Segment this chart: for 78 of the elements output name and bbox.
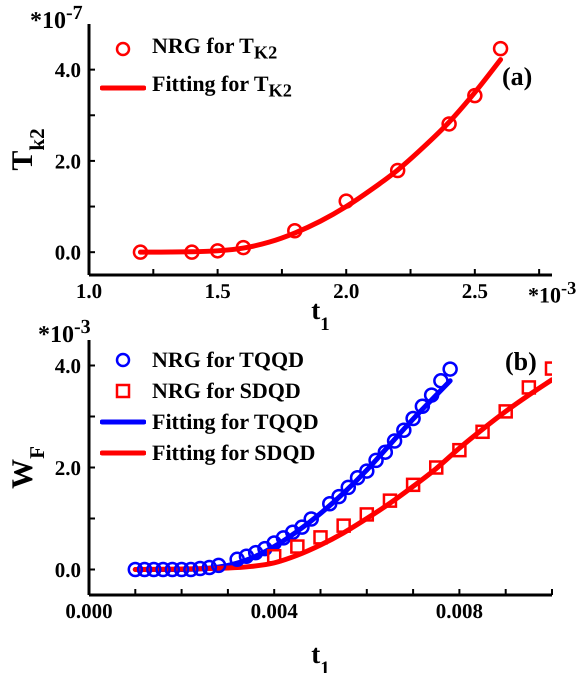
y-tick-label: 2.0 (54, 149, 81, 174)
point (331, 488, 347, 504)
point (266, 548, 282, 564)
point (452, 442, 467, 458)
point (192, 560, 208, 576)
point (146, 562, 162, 578)
text: *10$^{-7}$ (30, 2, 83, 35)
point (442, 361, 458, 377)
point (336, 518, 351, 533)
legend-label: Fitting for T$_{K2}$ (152, 70, 292, 103)
x-tick-label: 2.5 (462, 278, 488, 303)
point (368, 452, 384, 468)
point (276, 530, 292, 546)
point (236, 240, 252, 256)
point (248, 544, 264, 560)
point (390, 162, 406, 178)
legend-label: NRG for TQQD (152, 346, 304, 374)
point (174, 562, 190, 578)
point (290, 539, 305, 554)
x-tick-label: 1.5 (204, 278, 231, 303)
y-tick-label: 0.0 (54, 240, 81, 265)
point (184, 244, 200, 260)
point (378, 444, 394, 460)
point (492, 40, 508, 56)
point (467, 88, 483, 104)
point (128, 562, 144, 578)
point (287, 222, 303, 238)
point (386, 433, 402, 449)
point (340, 480, 356, 496)
x-tick-label: 0.004 (250, 598, 298, 623)
point (229, 552, 245, 568)
point (303, 511, 319, 527)
annotation: *10$^{-3}$ (38, 316, 91, 349)
point (155, 562, 171, 578)
point (441, 116, 457, 132)
point (132, 244, 148, 260)
point (359, 463, 375, 479)
point (433, 373, 449, 389)
point (382, 493, 398, 508)
x-tick-label: 1.0 (76, 278, 102, 303)
legend-label: Fitting for TQQD (152, 408, 319, 436)
point (475, 424, 490, 440)
point (210, 243, 226, 259)
annotation: (a) (502, 62, 532, 92)
point (164, 562, 180, 578)
x-tick-label: 0.008 (436, 598, 484, 623)
point (210, 558, 226, 574)
legend-label: Fitting for SDQD (152, 439, 316, 467)
point (429, 460, 444, 475)
text: *10$^{-3}$ (528, 278, 576, 308)
x-tick-label: 2.0 (333, 278, 360, 303)
point (406, 478, 420, 492)
x-axis-title: t$_{1}$ (311, 295, 330, 334)
point (350, 470, 366, 486)
legend-label: NRG for SDQD (152, 377, 301, 405)
point (136, 562, 152, 578)
point (284, 524, 300, 540)
point (498, 404, 513, 419)
point (294, 519, 310, 535)
y-tick-label: 0.0 (54, 558, 81, 582)
point (414, 398, 430, 414)
point (522, 380, 536, 395)
point (405, 410, 421, 426)
point (183, 562, 199, 578)
point (424, 387, 440, 403)
annotation: (b) (505, 347, 537, 377)
point (360, 507, 374, 522)
point (322, 496, 338, 512)
point (202, 560, 218, 576)
y-tick-label: 4.0 (54, 354, 81, 378)
point (238, 548, 254, 564)
point (396, 422, 412, 438)
point (338, 193, 354, 209)
y-tick-label: 4.0 (54, 58, 81, 82)
y-tick-label: 2.0 (54, 456, 81, 480)
legend-label: NRG for T$_{K2}$ (152, 32, 278, 64)
x-tick-label: 0.000 (65, 598, 113, 623)
point (313, 530, 328, 545)
